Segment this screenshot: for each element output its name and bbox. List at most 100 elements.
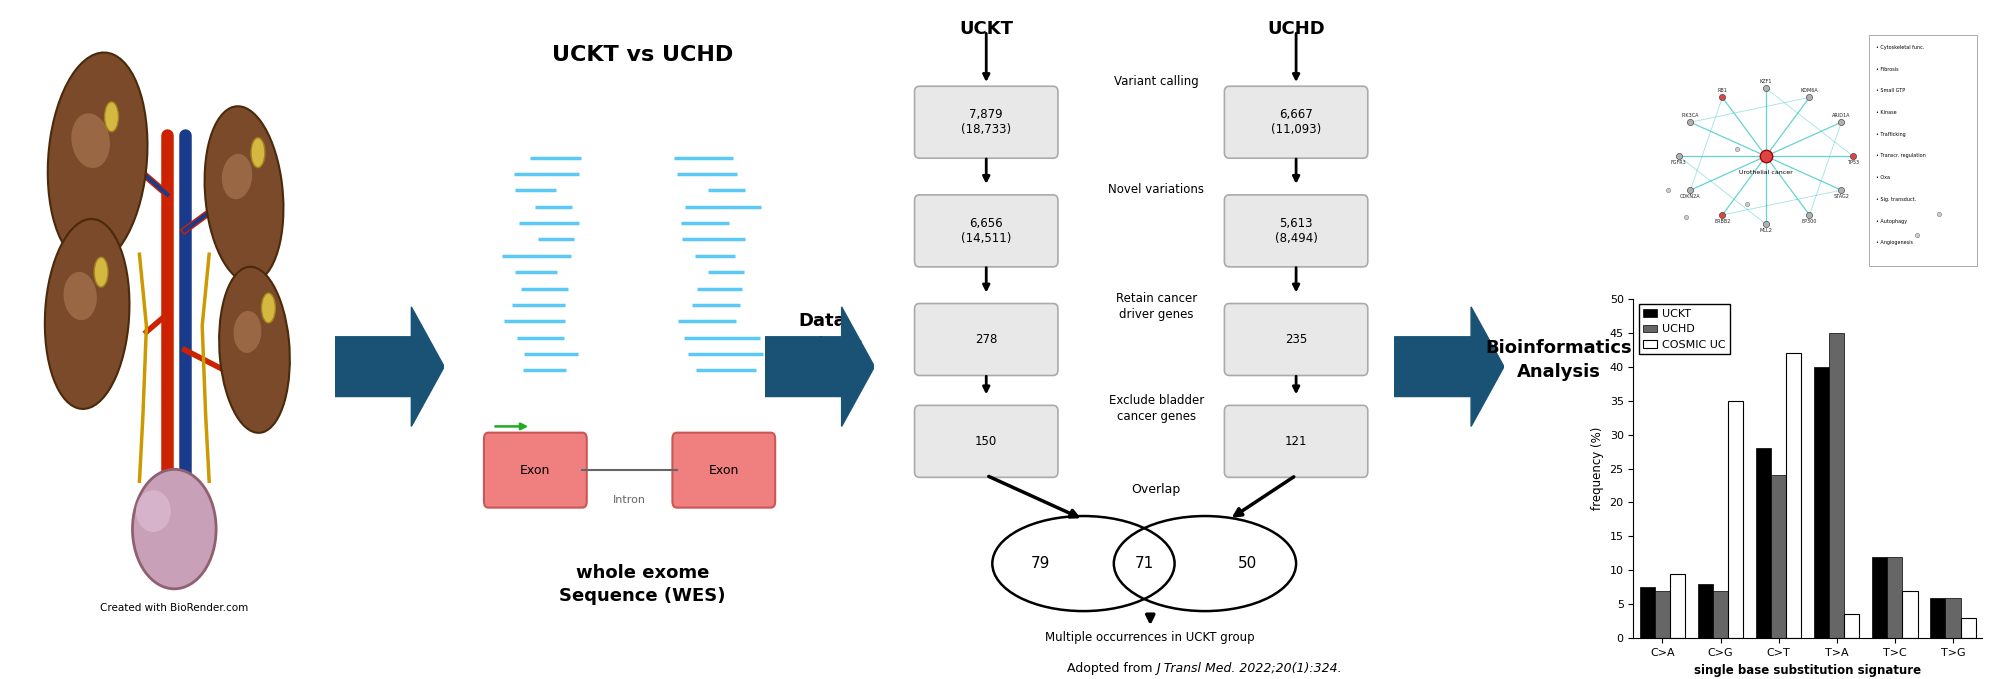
Bar [1829,333,1845,638]
FancyBboxPatch shape [673,433,775,508]
Text: UCHD: UCHD [1267,20,1325,39]
Point [1675,185,1707,196]
Text: 278: 278 [974,333,998,346]
Text: Adopted from: Adopted from [1068,662,1155,675]
Text: FGFR3: FGFR3 [1671,160,1687,166]
Point [1707,92,1739,103]
Text: Intron: Intron [614,495,645,505]
FancyBboxPatch shape [914,304,1058,375]
Text: TP53: TP53 [1847,160,1859,166]
FancyBboxPatch shape [914,195,1058,267]
Bar [1669,574,1685,638]
Bar [1757,448,1771,638]
Ellipse shape [219,267,291,433]
Text: Urothelial cancer: Urothelial cancer [1739,170,1793,175]
Bar [1713,591,1729,638]
Text: EP300: EP300 [1803,219,1817,224]
Point [1731,198,1763,209]
Text: 71: 71 [1135,556,1153,571]
Bar [1845,614,1859,638]
Text: J Transl Med. 2022;20(1):324.: J Transl Med. 2022;20(1):324. [1155,662,1343,675]
Text: KZF1: KZF1 [1759,79,1773,84]
Point [1749,83,1781,94]
Text: Exon: Exon [709,464,739,477]
Text: Data
Analysis: Data Analysis [781,312,865,354]
Point [1669,212,1701,223]
Bar [1729,401,1743,638]
Point [1922,208,1954,219]
Point [1675,117,1707,128]
Ellipse shape [205,106,283,282]
Text: • Fibrosis: • Fibrosis [1876,67,1898,71]
Point [1793,210,1825,221]
Text: • Angiogenesis: • Angiogenesis [1876,240,1912,245]
Bar [1886,557,1902,638]
Bar [1655,591,1669,638]
FancyBboxPatch shape [914,86,1058,158]
Ellipse shape [131,469,217,589]
Text: • Autophagy: • Autophagy [1876,219,1906,223]
Bar [1787,353,1801,638]
Ellipse shape [261,293,275,323]
Point [1749,219,1781,230]
Text: whole exome
Sequence (WES): whole exome Sequence (WES) [560,564,725,606]
Bar [1872,557,1886,638]
Bar [1960,618,1976,638]
Point [1825,185,1857,196]
Text: ARID1A: ARID1A [1833,113,1851,118]
Text: 7,879
(18,733): 7,879 (18,733) [962,108,1012,136]
Text: Variant calling: Variant calling [1114,75,1199,88]
Text: KDM6A: KDM6A [1801,88,1819,93]
Text: Exclude bladder
cancer genes: Exclude bladder cancer genes [1110,394,1203,423]
Bar [1697,584,1713,638]
Text: Novel variations: Novel variations [1108,183,1205,196]
Text: • Cytoskeletal func.: • Cytoskeletal func. [1876,45,1924,50]
Polygon shape [335,307,444,426]
X-axis label: single base substitution signature: single base substitution signature [1693,663,1922,676]
Text: • Sig. transduct.: • Sig. transduct. [1876,197,1916,202]
Point [1707,210,1739,221]
Point [1837,151,1868,162]
Text: 121: 121 [1285,435,1307,448]
Bar [1639,587,1655,638]
Text: 5,613
(8,494): 5,613 (8,494) [1275,217,1317,245]
FancyBboxPatch shape [1225,405,1369,477]
FancyBboxPatch shape [1225,304,1369,375]
Text: STAG2: STAG2 [1833,194,1849,200]
Text: Bioinformatics
Analysis: Bioinformatics Analysis [1486,339,1631,381]
Ellipse shape [221,154,253,199]
Text: • Trafficking: • Trafficking [1876,132,1906,136]
Bar [1771,475,1787,638]
Text: CDKN2A: CDKN2A [1679,194,1701,200]
Text: UCKT: UCKT [960,20,1014,39]
Point [1749,151,1781,162]
Ellipse shape [135,490,171,532]
Text: • Transcr. regulation: • Transcr. regulation [1876,153,1926,158]
Ellipse shape [251,138,265,168]
Text: RB1: RB1 [1717,88,1727,93]
Point [1663,151,1695,162]
Text: 150: 150 [976,435,998,448]
Text: 79: 79 [1032,556,1050,571]
Text: ERBB2: ERBB2 [1715,219,1731,224]
FancyBboxPatch shape [1868,35,1976,266]
Polygon shape [1394,307,1504,426]
Text: 50: 50 [1237,556,1257,571]
Text: Created with BioRender.com: Created with BioRender.com [100,603,249,612]
Bar [1902,591,1918,638]
Text: Multiple occurrences in UCKT group: Multiple occurrences in UCKT group [1046,631,1255,644]
Ellipse shape [104,102,120,132]
Ellipse shape [94,257,108,287]
Ellipse shape [72,113,110,168]
Ellipse shape [48,52,147,265]
Text: 6,656
(14,511): 6,656 (14,511) [960,217,1012,245]
Point [1825,117,1857,128]
Text: 235: 235 [1285,333,1307,346]
Point [1651,185,1683,196]
Bar [1815,367,1829,638]
Point [1793,92,1825,103]
Text: • Kinase: • Kinase [1876,110,1896,115]
Y-axis label: frequency (%): frequency (%) [1592,427,1604,510]
Ellipse shape [46,219,129,409]
Bar [1930,598,1946,638]
